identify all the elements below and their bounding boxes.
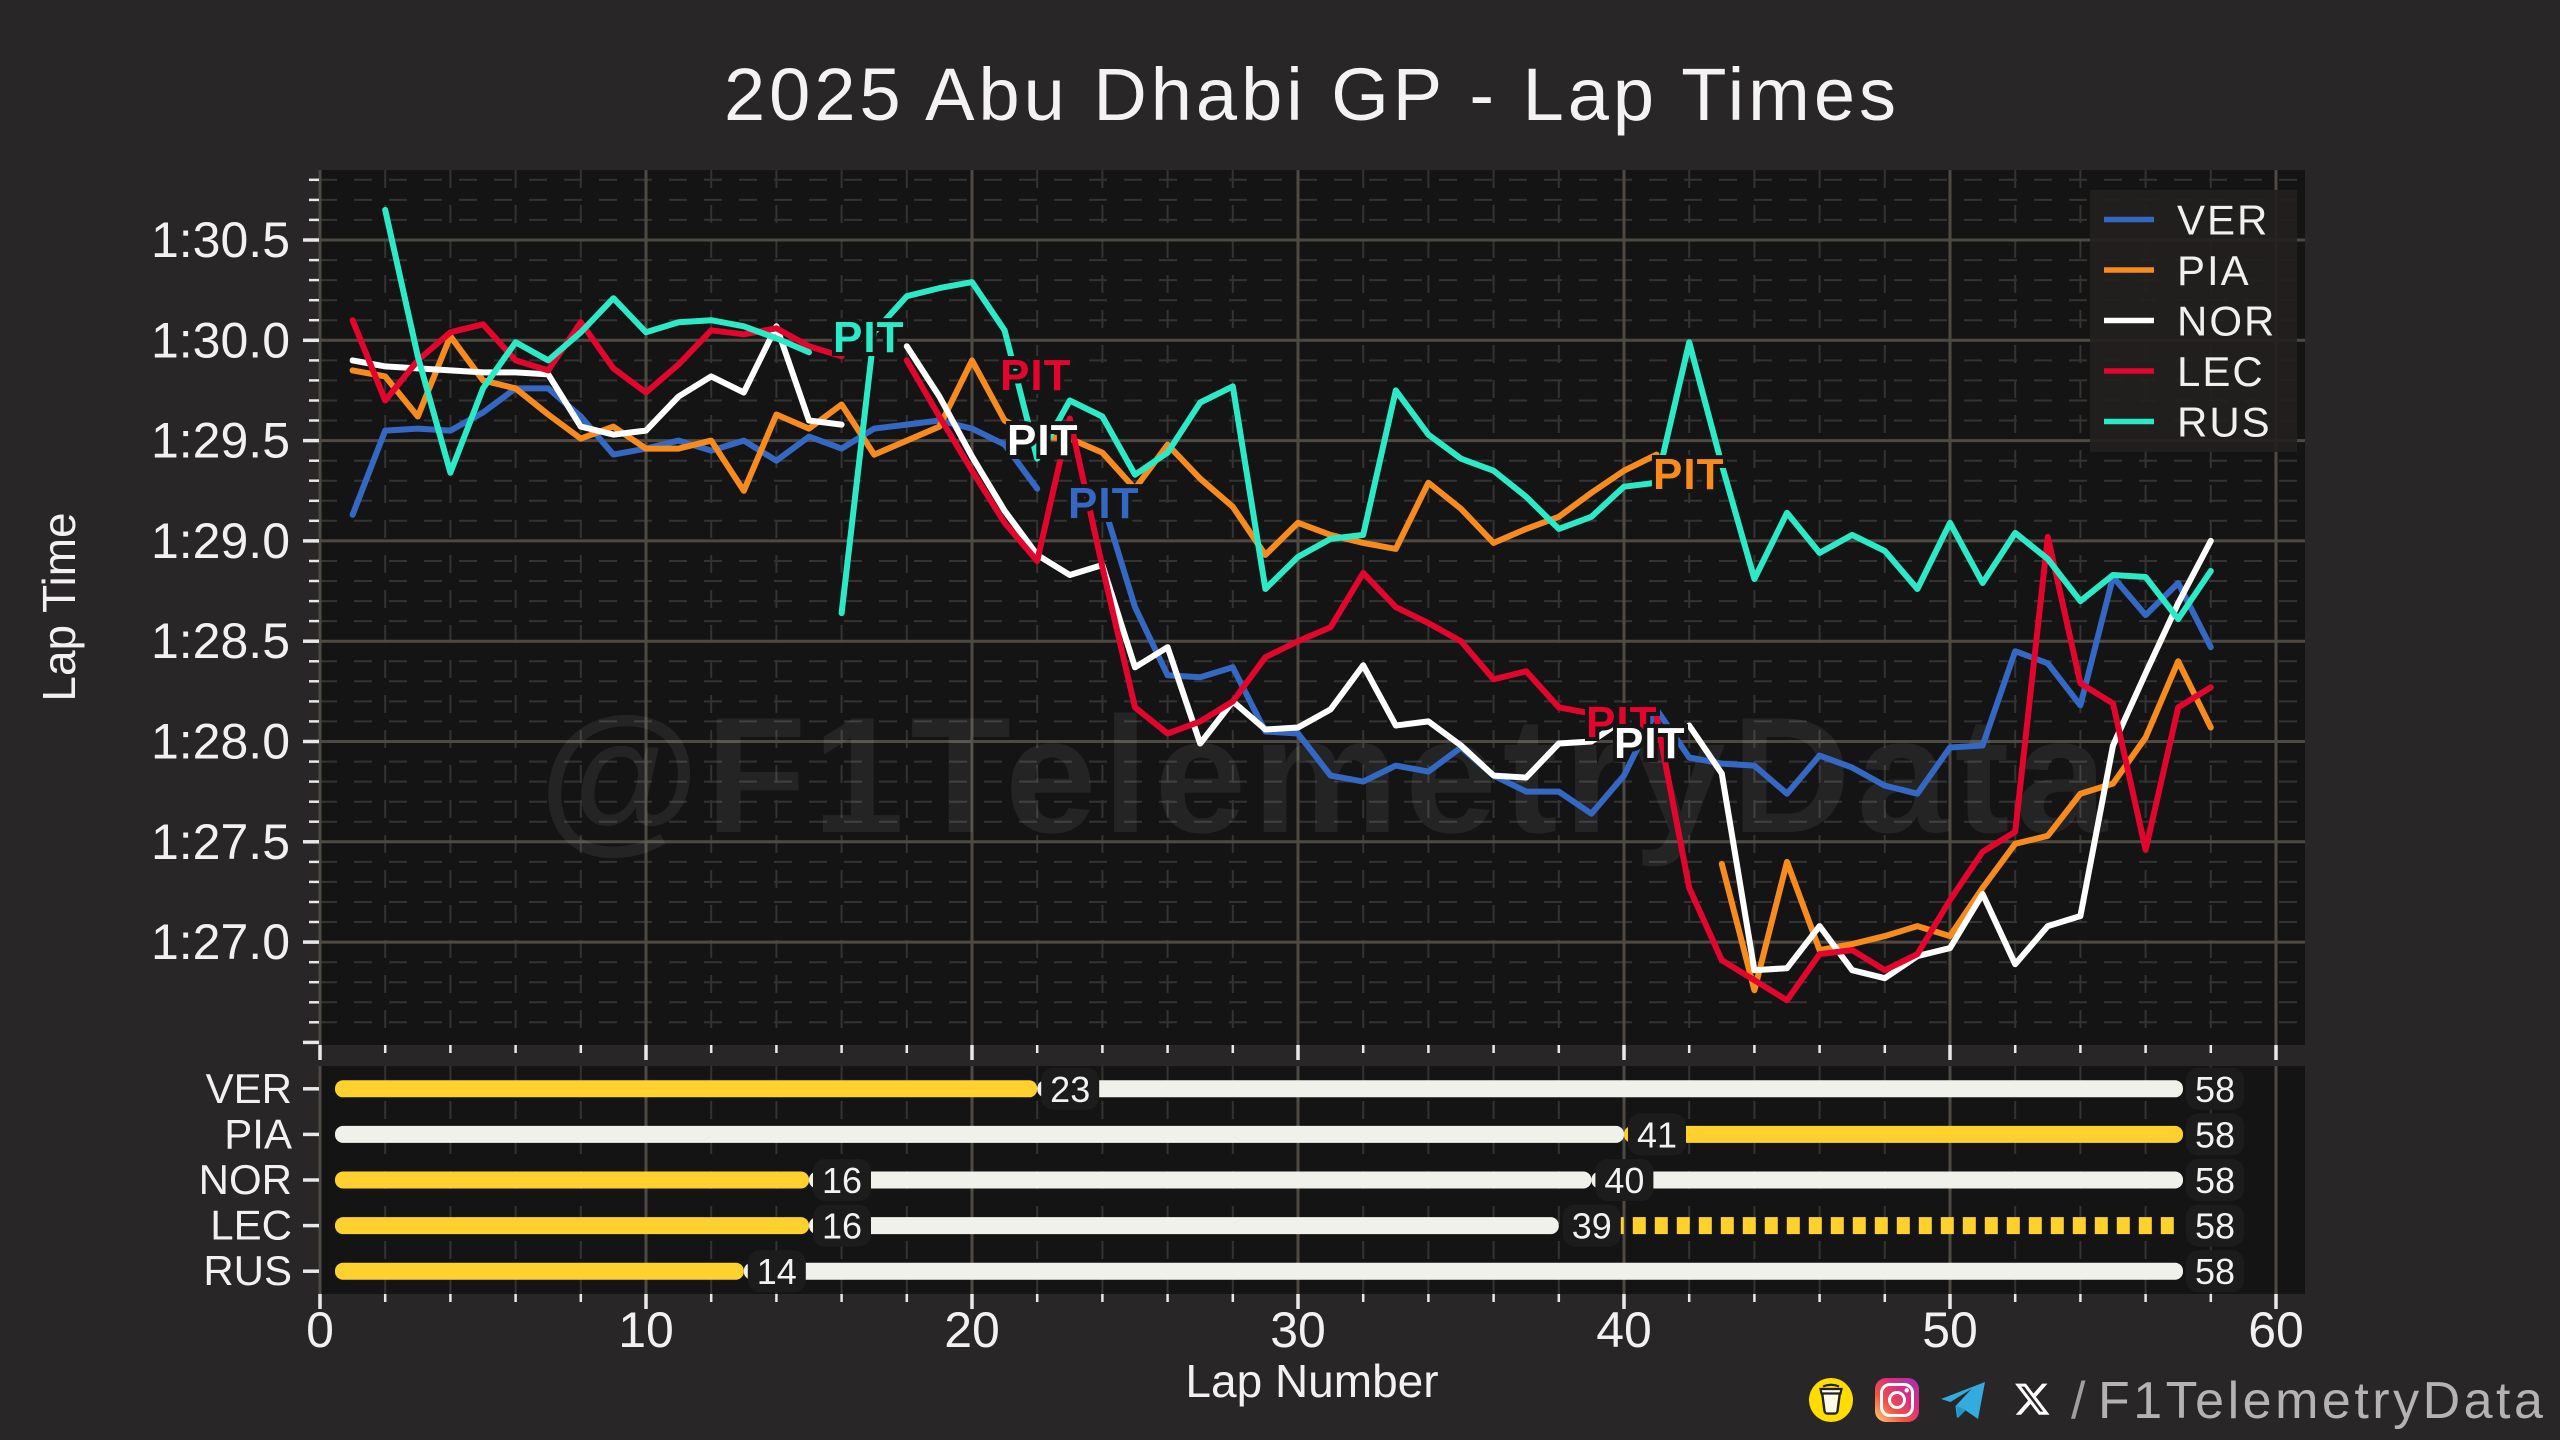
svg-text:1:30.0: 1:30.0 (151, 312, 290, 368)
svg-text:VER: VER (2177, 197, 2269, 244)
svg-text:VER: VER (206, 1065, 292, 1112)
svg-text:PIA: PIA (2177, 247, 2251, 294)
svg-text:58: 58 (2195, 1251, 2235, 1292)
svg-text:LEC: LEC (210, 1202, 292, 1249)
svg-text:16: 16 (822, 1206, 862, 1247)
svg-text:1:28.0: 1:28.0 (151, 714, 290, 770)
svg-text:41: 41 (1637, 1114, 1677, 1155)
svg-text:14: 14 (757, 1251, 797, 1292)
svg-text:/: / (2071, 1372, 2086, 1430)
svg-text:30: 30 (1270, 1302, 1326, 1358)
svg-text:PIT: PIT (833, 313, 904, 362)
svg-text:1:27.0: 1:27.0 (151, 914, 290, 970)
svg-text:2025 Abu Dhabi GP - Lap Times: 2025 Abu Dhabi GP - Lap Times (724, 53, 1900, 136)
svg-text:PIT: PIT (1007, 416, 1078, 465)
svg-text:58: 58 (2195, 1069, 2235, 1110)
svg-text:1:29.0: 1:29.0 (151, 513, 290, 569)
svg-text:Lap Number: Lap Number (1185, 1355, 1438, 1407)
svg-text:1:27.5: 1:27.5 (151, 814, 290, 870)
svg-text:23: 23 (1050, 1069, 1090, 1110)
svg-text:1:30.5: 1:30.5 (151, 212, 290, 268)
svg-text:NOR: NOR (199, 1156, 292, 1203)
svg-text:10: 10 (618, 1302, 674, 1358)
svg-text:20: 20 (944, 1302, 1000, 1358)
svg-text:RUS: RUS (203, 1247, 292, 1294)
svg-text:39: 39 (1572, 1206, 1612, 1247)
svg-text:PIA: PIA (224, 1110, 292, 1157)
svg-text:58: 58 (2195, 1206, 2235, 1247)
svg-text:PIT: PIT (1653, 450, 1724, 499)
svg-text:50: 50 (1922, 1302, 1978, 1358)
svg-text:RUS: RUS (2177, 399, 2272, 446)
svg-text:F1TelemetryData: F1TelemetryData (2098, 1372, 2546, 1430)
svg-text:PIT: PIT (1586, 698, 1657, 747)
svg-text:PIT: PIT (1000, 351, 1071, 400)
svg-text:PIT: PIT (1614, 719, 1685, 768)
svg-text:Lap Time: Lap Time (33, 512, 85, 701)
svg-text:40: 40 (1596, 1302, 1652, 1358)
svg-text:NOR: NOR (2177, 298, 2276, 345)
svg-text:60: 60 (2248, 1302, 2304, 1358)
svg-text:0: 0 (306, 1302, 334, 1358)
svg-text:16: 16 (822, 1160, 862, 1201)
svg-text:1:29.5: 1:29.5 (151, 413, 290, 469)
svg-text:58: 58 (2195, 1114, 2235, 1155)
svg-text:58: 58 (2195, 1160, 2235, 1201)
svg-text:40: 40 (1604, 1160, 1644, 1201)
svg-text:PIT: PIT (1068, 479, 1139, 528)
svg-text:LEC: LEC (2177, 348, 2265, 395)
svg-text:1:28.5: 1:28.5 (151, 613, 290, 669)
